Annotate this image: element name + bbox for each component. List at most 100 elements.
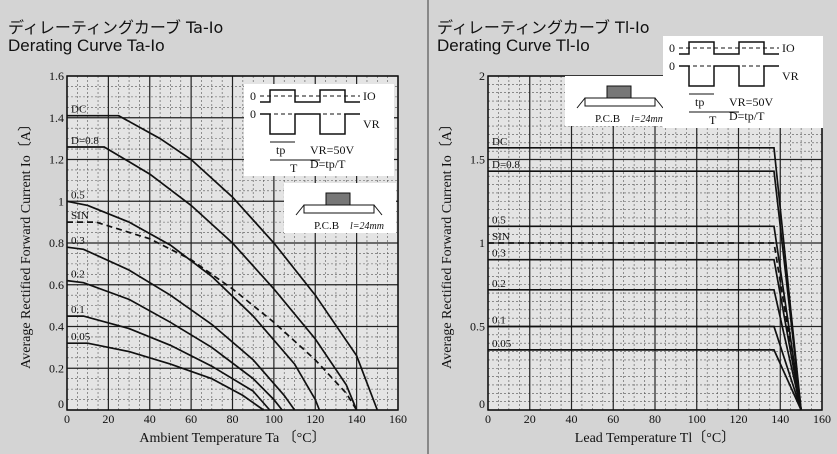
series-line-0-1 [488, 325, 802, 411]
y-tick-label: 0 [58, 397, 64, 411]
y-tick-label: 0.5 [470, 320, 485, 334]
series-label: 0.05 [71, 331, 91, 343]
series-label: 0.2 [71, 269, 85, 281]
left-chart: 0 20 40 60 80 100 120 140 160 0.2 0.4 0.6 0.8 1 1.2 1.4… [18, 69, 407, 446]
x-tick-label: 120 [730, 412, 748, 426]
x-tick-label: 20 [102, 412, 114, 426]
y-tick-label: 0 [479, 397, 485, 411]
right-panel: ディレーティングカーブ Tl-Io Derating Curve Tl-Io 0… [429, 0, 837, 454]
pcb-label: P.C.B [595, 113, 620, 125]
x-tick-label: 40 [566, 412, 578, 426]
pcb-lead-left [576, 97, 586, 109]
left-panel: ディレーティングカーブ Ta-Io Derating Curve Ta-Io 0… [8, 18, 407, 446]
inset-zero-1: 0 [250, 89, 256, 103]
inset-io-wave [260, 89, 360, 103]
series-line-0-05 [488, 349, 802, 411]
y-axis-label: Average Rectified Forward Current Io〔A〕 [439, 117, 455, 369]
series-line-0-5 [488, 225, 802, 411]
inset-vr-wave [679, 65, 779, 87]
y-tick-label: 0.2 [49, 361, 64, 375]
inset-io-label: IO [782, 41, 795, 55]
x-tick-label: 0 [485, 412, 491, 426]
pcb-lead-right [373, 204, 383, 216]
inset-pcb-box [284, 183, 396, 233]
series-label: 0.1 [71, 304, 85, 316]
x-tick-label: 60 [607, 412, 619, 426]
x-tick-label: 20 [524, 412, 536, 426]
series-line-dc [488, 146, 802, 411]
inset-vr-label: VR [782, 69, 799, 83]
x-tick-label: 80 [227, 412, 239, 426]
inset-T-label: T [709, 113, 717, 127]
y-tick-label: 1 [58, 194, 64, 208]
pcb-label: P.C.B [314, 220, 339, 232]
inset-cond-d: D=tp/T [729, 109, 765, 123]
x-tick-label: 0 [64, 412, 70, 426]
series-line-0-3 [66, 246, 296, 411]
series-label: SIN [492, 231, 510, 243]
x-tick-label: 60 [185, 412, 197, 426]
x-tick-label: 100 [265, 412, 283, 426]
series-label: 0.5 [492, 214, 506, 226]
series-line-0-2 [66, 279, 283, 411]
inset-cond-vr: VR=50V [310, 143, 354, 157]
plot-frame [66, 75, 399, 411]
inset-io-label: IO [363, 89, 376, 103]
series-line-0-2 [488, 288, 802, 411]
inset-T-label: T [290, 161, 298, 175]
series-label: D=0.8 [492, 159, 520, 171]
pcb-device [606, 85, 632, 99]
series-label: 0.1 [492, 315, 506, 327]
x-tick-label: 160 [389, 412, 407, 426]
inset-vr-wave [260, 113, 360, 135]
series-label: 0.05 [492, 338, 512, 350]
x-axis-label: Ambient Temperature Ta 〔°C〕 [139, 430, 325, 446]
series-label: 0.3 [71, 235, 85, 247]
left-title-jp: ディレーティングカーブ Ta-Io [8, 18, 224, 37]
y-axis-label: Average Rectified Forward Current Io〔A〕 [18, 117, 34, 369]
inset-zero-2: 0 [669, 59, 675, 73]
inset-cond-vr: VR=50V [729, 95, 773, 109]
series-line-0-5 [66, 200, 321, 411]
inset-pcb-box [565, 76, 677, 126]
x-tick-label: 120 [306, 412, 324, 426]
inset-tp-label: tp [276, 143, 285, 157]
series-line-sin [67, 221, 358, 411]
y-tick-label: 0.8 [49, 236, 64, 250]
series-line-dc [67, 114, 379, 411]
right-title-jp: ディレーティングカーブ Tl-Io [437, 18, 650, 37]
inset-tp-label: tp [695, 95, 704, 109]
x-tick-label: 140 [348, 412, 366, 426]
pcb-length: l=24mm [350, 221, 384, 232]
series-line-0-3 [488, 258, 802, 411]
y-tick-label: 1.6 [49, 69, 64, 83]
series-label: 0.2 [492, 278, 506, 290]
series-line-d-0-8 [67, 146, 358, 411]
series-label: 0.3 [492, 248, 506, 260]
x-tick-label: 100 [688, 412, 706, 426]
series-label: D=0.8 [71, 135, 99, 147]
inset-io-wave [679, 41, 779, 55]
y-tick-label: 0.6 [49, 278, 64, 292]
y-tick-label: 1 [479, 236, 485, 250]
pcb-lead-right [654, 97, 664, 109]
series-line-sin [488, 242, 802, 411]
series-line-d-0-8 [488, 170, 802, 411]
series-line-0-05 [67, 342, 264, 411]
x-tick-label: 140 [771, 412, 789, 426]
inset-zero-1: 0 [669, 41, 675, 55]
left-title-en: Derating Curve Ta-Io [8, 36, 165, 55]
x-tick-label: 160 [813, 412, 831, 426]
x-tick-label: 80 [649, 412, 661, 426]
y-tick-label: 1.5 [470, 153, 485, 167]
pcb-device [325, 192, 351, 206]
series-label: 0.5 [71, 189, 85, 201]
panel-divider [427, 0, 429, 454]
series-line-0-1 [67, 315, 271, 411]
y-tick-label: 2 [479, 69, 485, 83]
series-label: DC [492, 136, 507, 148]
y-tick-label: 1.4 [49, 111, 64, 125]
pcb-lead-left [295, 204, 305, 216]
x-axis-label: Lead Temperature Tl〔°C〕 [575, 430, 735, 446]
